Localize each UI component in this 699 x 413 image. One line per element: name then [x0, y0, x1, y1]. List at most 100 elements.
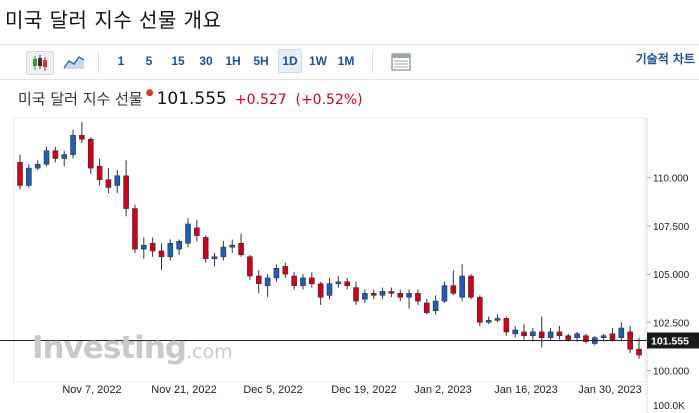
candle-body	[79, 135, 85, 140]
candle-body	[247, 256, 253, 277]
candle-body	[423, 302, 430, 313]
candle-body	[574, 333, 580, 338]
interval-button-15[interactable]: 15	[171, 54, 185, 68]
candle-body	[167, 242, 174, 258]
candle-body	[538, 331, 545, 338]
candle-body	[388, 291, 395, 294]
plot-frame	[13, 117, 646, 383]
y-tick-label: 110.000	[653, 174, 689, 185]
candle-body	[185, 223, 191, 244]
candle-body	[176, 241, 182, 250]
y-tick-label: 107.500	[653, 222, 690, 233]
candle-body	[485, 320, 492, 323]
candle-body	[273, 268, 280, 279]
candle-body	[309, 277, 315, 285]
candle-body	[370, 293, 377, 296]
candle-body	[220, 246, 227, 258]
candle-body	[441, 285, 448, 302]
candle-body	[17, 162, 23, 186]
tech-chart-link[interactable]: 기술적 차트	[635, 52, 695, 66]
candle-body	[87, 138, 94, 169]
candle-body	[583, 335, 589, 342]
table-icon[interactable]	[390, 52, 412, 72]
candle-body	[202, 237, 209, 259]
candle-body	[556, 331, 563, 337]
candle-body	[52, 150, 59, 159]
candle-body	[70, 135, 76, 155]
candle-body	[609, 333, 616, 340]
x-tick-label: Jan 30, 2023	[578, 384, 642, 396]
candle-body	[636, 348, 642, 356]
candle-body	[344, 281, 350, 286]
candle-body	[149, 242, 156, 252]
last-price: 101.555	[156, 89, 227, 109]
candle-body	[353, 287, 359, 302]
price-change: +0.527	[234, 92, 287, 108]
candle-body	[565, 335, 572, 340]
watermark-suffix: .com	[186, 341, 233, 363]
interval-button-1d[interactable]: 1D	[278, 49, 302, 73]
y-tick-label: 102.500	[653, 318, 690, 329]
last-price-tag	[647, 332, 699, 349]
candle-body	[326, 283, 333, 296]
candle-body	[477, 296, 483, 323]
candle-body	[503, 318, 510, 333]
candlestick-icon[interactable]	[26, 51, 54, 75]
interval-button-1[interactable]: 1	[117, 54, 125, 68]
candle-body	[229, 244, 236, 248]
candle-body	[362, 293, 368, 300]
x-tick-label: Dec 5, 2022	[243, 384, 302, 396]
candle-body	[123, 175, 129, 209]
page-title: 미국 달러 지수 선물 개요	[5, 8, 222, 32]
investing-watermark: Investing.com	[32, 330, 233, 366]
interval-button-1m[interactable]: 1M	[337, 54, 355, 68]
interval-button-30[interactable]: 30	[199, 54, 213, 68]
candle-body	[530, 331, 536, 337]
interval-button-1h[interactable]: 1H	[225, 54, 241, 68]
candle-body	[141, 244, 147, 250]
candle-body	[432, 300, 439, 312]
candle-body	[494, 318, 501, 321]
candle-body	[300, 277, 306, 286]
candle-body	[397, 293, 404, 298]
candle-body	[211, 256, 218, 259]
price-change-pct: (+0.52%)	[295, 92, 363, 108]
candle-body	[600, 335, 607, 338]
y-tick-label: 100.000	[653, 366, 690, 377]
interval-button-1w[interactable]: 1W	[309, 54, 327, 68]
toolbar-divider	[372, 51, 373, 73]
toolbar-divider	[98, 51, 99, 73]
candle-body	[291, 275, 297, 286]
area-chart-icon[interactable]	[61, 51, 87, 73]
candle-body	[26, 167, 32, 186]
volume-axis-label: 100.0K	[653, 401, 685, 412]
instrument-name: 미국 달러 지수 선물	[18, 90, 143, 108]
last-price-tag-label: 101.555	[651, 335, 689, 347]
interval-button-5h[interactable]: 5H	[253, 54, 269, 68]
candle-body	[521, 331, 527, 337]
candle-body	[618, 327, 625, 338]
candle-body	[96, 165, 103, 180]
candle-body	[194, 227, 200, 236]
x-tick-label: Nov 21, 2022	[151, 384, 216, 396]
candle-body	[547, 331, 554, 338]
watermark-brand: Investing	[32, 330, 187, 366]
interval-button-5[interactable]: 5	[145, 54, 153, 68]
x-tick-label: Jan 2, 2023	[414, 384, 472, 396]
candle-body	[406, 293, 412, 298]
candle-body	[43, 150, 50, 165]
candle-body	[450, 285, 457, 294]
candle-body	[264, 277, 271, 286]
chart-toolbar: 1 5 15 30 1H 5H 1D 1W 1M 기술적 차트	[0, 44, 699, 80]
candle-body	[317, 283, 324, 298]
candle-body	[61, 154, 68, 159]
candle-body	[335, 281, 342, 285]
x-tick-label: Dec 19, 2022	[331, 384, 396, 396]
x-tick-label: Jan 16, 2023	[494, 384, 558, 396]
candle-body	[114, 175, 121, 186]
candle-body	[132, 208, 138, 250]
candle-body	[34, 163, 41, 169]
x-tick-label: Nov 7, 2022	[62, 384, 121, 396]
candle-body	[512, 329, 519, 335]
